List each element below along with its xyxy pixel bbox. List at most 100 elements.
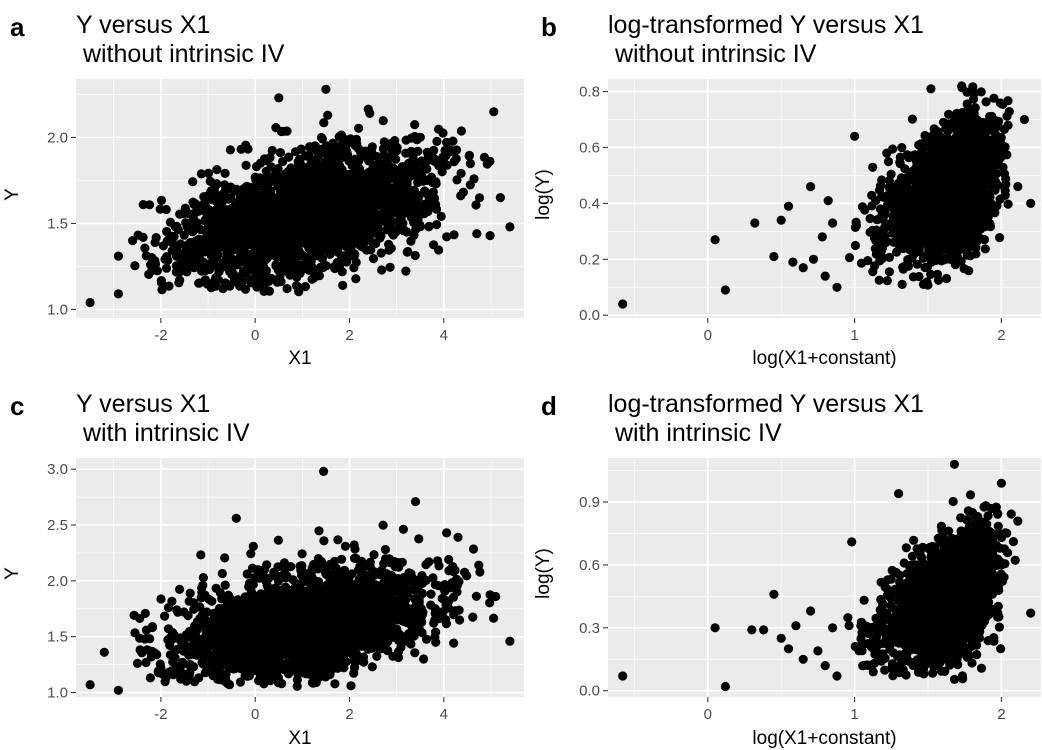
data-point [402, 247, 412, 257]
data-point [932, 225, 943, 235]
panel-title-line-1: Y versus X1 [76, 11, 210, 39]
data-point [875, 256, 885, 266]
data-point [172, 221, 182, 231]
data-point [260, 200, 270, 210]
y-axis-title: Y [2, 188, 23, 201]
data-point [884, 176, 895, 186]
data-point [339, 251, 349, 261]
data-point [308, 266, 318, 276]
data-point [992, 133, 1002, 143]
x-axis-title: log(X1+constant) [752, 348, 896, 369]
data-point [188, 197, 198, 207]
data-point [354, 156, 364, 166]
data-point [949, 123, 959, 133]
data-point [869, 233, 880, 243]
data-point [874, 244, 884, 255]
data-point [202, 279, 212, 289]
data-point [903, 255, 913, 265]
data-point [963, 114, 973, 125]
data-point [947, 214, 957, 224]
data-point [900, 164, 910, 174]
data-point [917, 177, 927, 187]
data-point [920, 130, 930, 141]
data-point [396, 212, 406, 223]
data-point [969, 135, 980, 146]
data-point [271, 260, 281, 270]
data-point [909, 221, 919, 231]
data-point [897, 196, 907, 206]
data-point [334, 166, 344, 176]
panel-title-line-2: without intrinsic IV [608, 40, 817, 68]
data-point [334, 207, 344, 217]
data-point [844, 253, 855, 263]
data-point [992, 201, 1002, 211]
data-point [356, 215, 366, 225]
panel-title-line-1: log-transformed Y versus X1 [608, 11, 924, 39]
data-point [130, 261, 140, 271]
data-point [198, 236, 208, 246]
data-point [907, 171, 917, 182]
data-point [307, 207, 317, 217]
data-point [953, 182, 963, 192]
data-point [300, 282, 310, 292]
data-point [282, 284, 292, 294]
data-point [249, 198, 259, 208]
data-point [217, 197, 227, 207]
data-point [903, 226, 913, 236]
data-point [385, 262, 395, 272]
data-point [321, 171, 332, 181]
data-point [895, 226, 906, 236]
data-point [335, 174, 345, 184]
data-point [963, 185, 973, 195]
data-point [399, 225, 409, 235]
data-point [464, 151, 474, 161]
data-point [299, 217, 309, 228]
data-point-outlier [505, 222, 515, 232]
data-point [949, 164, 960, 174]
data-point [372, 152, 382, 162]
data-point-outlier [957, 81, 967, 91]
data-point [986, 174, 996, 184]
data-point [180, 203, 190, 213]
data-point [308, 251, 318, 261]
data-point [980, 244, 990, 254]
data-point [241, 284, 251, 294]
data-point [1013, 181, 1023, 192]
data-point [181, 218, 191, 228]
data-point [246, 549, 256, 559]
data-point [206, 251, 216, 261]
data-point-outlier [321, 84, 331, 94]
data-point [432, 136, 442, 146]
data-point [144, 200, 155, 210]
data-point [424, 222, 434, 232]
data-point [208, 190, 218, 200]
data-point [981, 97, 991, 107]
data-point [863, 256, 873, 266]
data-point-outlier [495, 193, 505, 203]
data-point [344, 243, 354, 253]
data-point [221, 185, 231, 195]
data-point [195, 245, 205, 255]
data-point [469, 174, 479, 184]
data-point-outlier [128, 236, 138, 246]
data-point [413, 146, 423, 156]
data-point [242, 569, 252, 579]
data-point-outlier [710, 235, 720, 245]
data-point [220, 168, 230, 178]
data-point [145, 673, 155, 683]
data-point [255, 173, 265, 183]
data-point-outlier [828, 218, 838, 228]
data-point [927, 243, 938, 253]
data-point [289, 250, 299, 260]
data-point [289, 237, 299, 248]
data-point [914, 170, 924, 180]
y-tick-label: 1.5 [47, 215, 68, 232]
panel-title-line-1: Y versus X1 [76, 390, 210, 418]
data-point [975, 151, 985, 161]
data-point [985, 112, 995, 122]
data-point [241, 160, 251, 170]
data-point [350, 181, 360, 191]
data-point [352, 165, 362, 175]
